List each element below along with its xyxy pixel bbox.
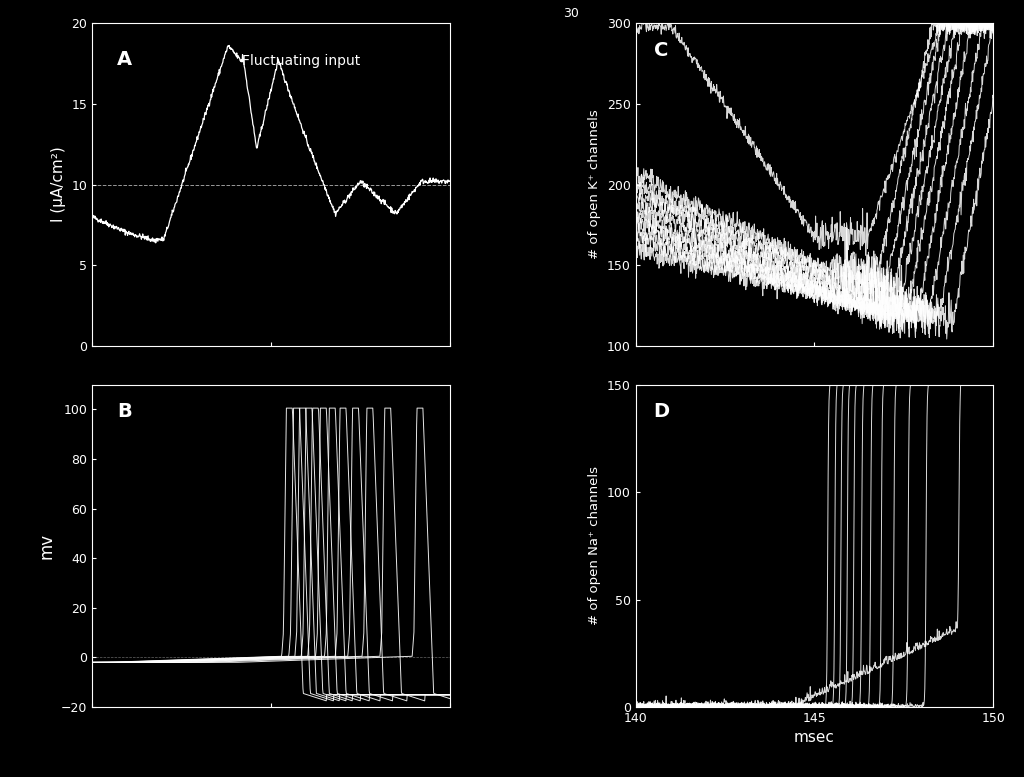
Text: B: B bbox=[117, 402, 132, 421]
Y-axis label: I (μA/cm²): I (μA/cm²) bbox=[51, 147, 66, 222]
Y-axis label: # of open Na⁺ channels: # of open Na⁺ channels bbox=[589, 466, 601, 625]
Text: Fluctuating input: Fluctuating input bbox=[243, 54, 360, 68]
Text: A: A bbox=[117, 51, 132, 69]
X-axis label: msec: msec bbox=[794, 730, 835, 745]
Text: 30: 30 bbox=[563, 7, 580, 20]
Text: C: C bbox=[653, 40, 668, 60]
Y-axis label: # of open K⁺ channels: # of open K⁺ channels bbox=[589, 110, 601, 260]
Y-axis label: mv: mv bbox=[37, 533, 55, 559]
Text: D: D bbox=[653, 402, 670, 421]
